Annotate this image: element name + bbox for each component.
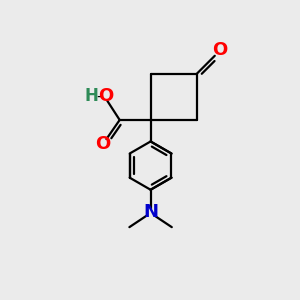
Text: O: O — [95, 135, 110, 153]
Text: H: H — [84, 87, 98, 105]
Text: N: N — [143, 203, 158, 221]
Text: O: O — [212, 41, 228, 59]
Text: -: - — [96, 89, 102, 104]
Text: O: O — [98, 87, 113, 105]
